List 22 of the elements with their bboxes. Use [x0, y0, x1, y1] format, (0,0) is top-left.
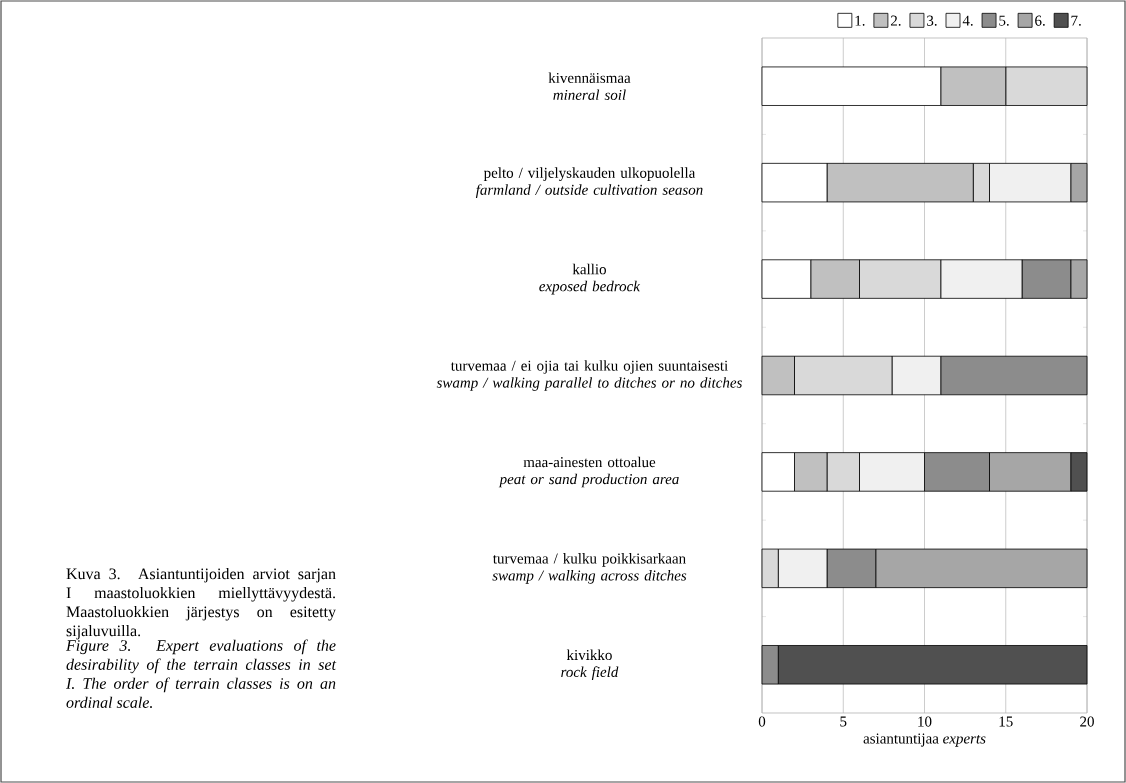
- legend-label: 4.: [962, 15, 973, 26]
- x-tick-label: 10: [918, 716, 932, 727]
- x-tick-label: 15: [999, 716, 1013, 727]
- y-tick-label: turvemaa / ei ojia tai kulku ojien suuntaisesti swamp / walking parallel to ditches or no ditches: [436, 360, 742, 391]
- caption: Figure 3. Expert evaluations of the desirability of the terrain classes in set I. The order of terrain classes is on an ordinal scale.: [65, 639, 337, 708]
- y-tick-label: kivikko rock field: [561, 649, 619, 681]
- y-tick-label: turvemaa / kulku poikkisarkaan swamp / walking across ditches: [492, 553, 687, 584]
- legend-label: 2.: [890, 15, 901, 26]
- x-tick-label: 0: [758, 716, 766, 727]
- text: Kuva 3. Asiantuntijoiden arviot sarjan I maastoluokkien miellyttävyydestä. Maastoluokkien järjestys on esitetty sijaluvuilla.: [66, 567, 336, 640]
- legend-label: 3.: [927, 15, 937, 26]
- x-tick-label: 5: [840, 716, 847, 727]
- legend-label: 6.: [1035, 15, 1045, 26]
- x-tick-label: 20: [1080, 716, 1094, 727]
- legend-label: 5.: [999, 15, 1009, 26]
- y-tick-label: kallio exposed bedrock: [539, 263, 641, 295]
- y-tick-label: kivennäismaa mineral soil: [548, 72, 631, 100]
- y-tick-label: maa-ainesten ottoalue peat or sand production area: [498, 456, 679, 488]
- legend-label: 7.: [1071, 15, 1081, 26]
- legend-label: 1.: [855, 15, 865, 26]
- y-tick-label: pelto / viljelyskauden ulkopuolella farmland / outside cultivation season: [475, 167, 703, 198]
- x-axis-title: asiantuntijaa experts: [863, 733, 986, 747]
